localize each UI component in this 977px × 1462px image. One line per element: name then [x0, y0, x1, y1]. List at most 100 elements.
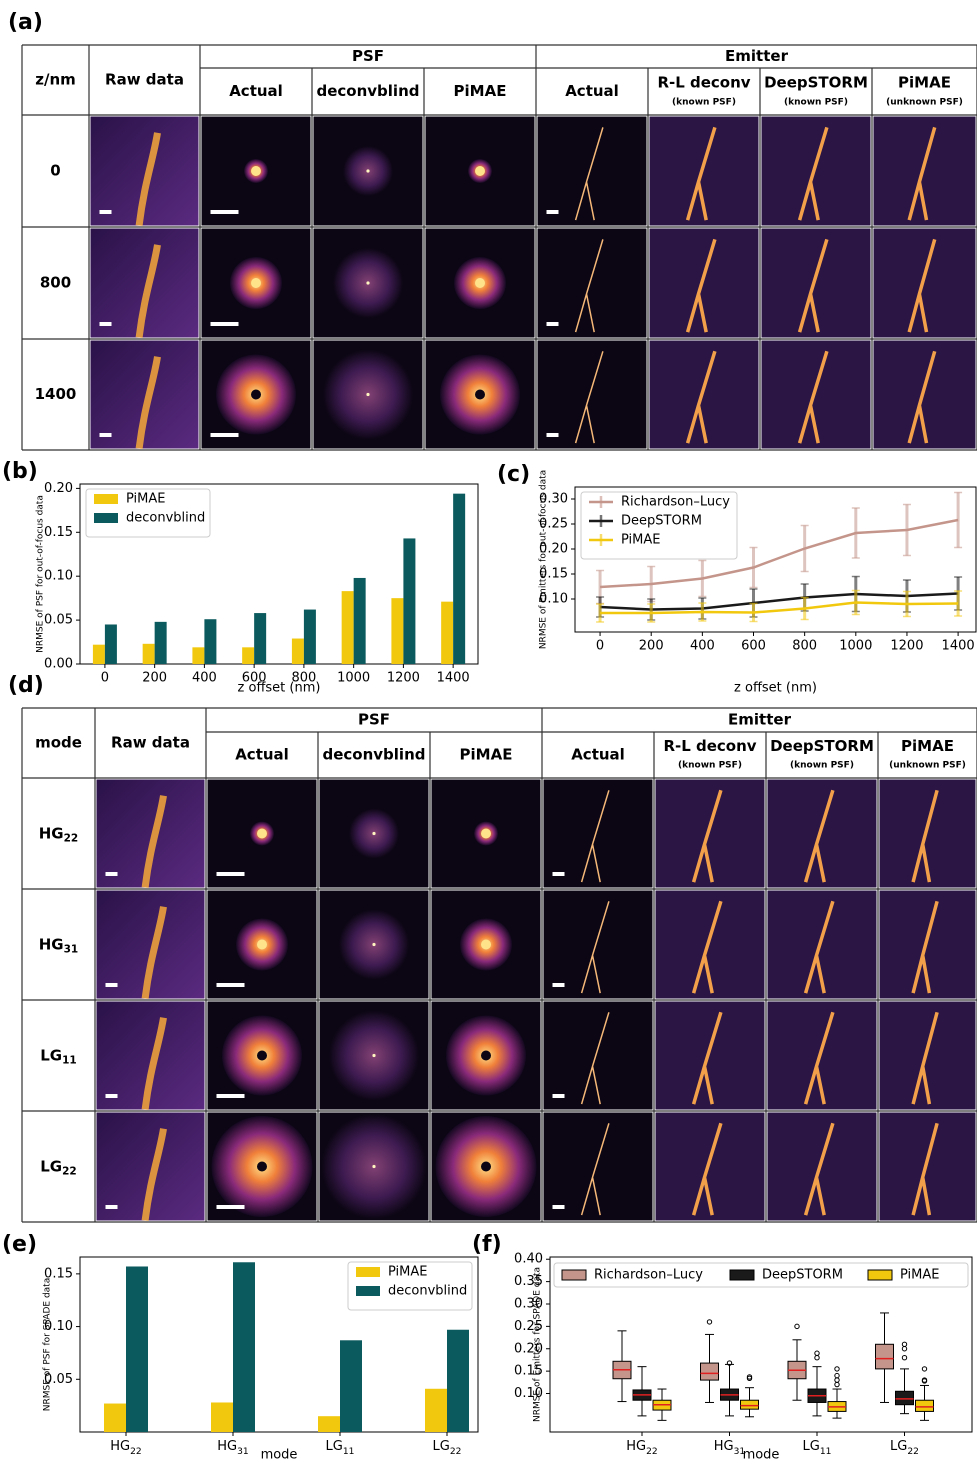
- bar: [354, 578, 366, 664]
- scale-bar: [106, 983, 118, 987]
- x-tick-label: 1000: [337, 671, 370, 686]
- box: [916, 1400, 934, 1411]
- x-tick-label: LG22: [433, 1439, 462, 1457]
- scale-bar: [553, 983, 565, 987]
- column-note: (known PSF): [678, 761, 742, 771]
- y-tick-label: 0.20: [44, 481, 73, 496]
- x-tick-label: 400: [690, 639, 715, 654]
- bar: [403, 538, 415, 664]
- scale-bar: [553, 1205, 565, 1209]
- y-tick-label: 0.10: [44, 569, 73, 584]
- scale-bar: [547, 322, 559, 326]
- scale-bar: [106, 1205, 118, 1209]
- row-header: 1400: [35, 385, 77, 403]
- row-header-base: HG: [39, 824, 64, 842]
- x-tick-label: LG11: [803, 1439, 832, 1457]
- x-axis-label: mode: [261, 1448, 298, 1462]
- x-tick-label-base: HG: [217, 1439, 237, 1454]
- x-axis-label: mode: [743, 1448, 780, 1462]
- scale-bar: [100, 433, 112, 437]
- bar: [453, 494, 465, 664]
- scale-bar: [547, 210, 559, 214]
- raw-header: Raw data: [105, 71, 184, 89]
- psf-core: [257, 1051, 267, 1061]
- raw-header: Raw data: [111, 734, 190, 752]
- box: [876, 1344, 894, 1369]
- bar: [242, 647, 254, 664]
- panel-label: (c): [497, 462, 530, 487]
- psf-dot: [372, 1054, 375, 1057]
- x-tick-label: 800: [792, 639, 817, 654]
- legend-label: PiMAE: [621, 533, 661, 548]
- column-header: deconvblind: [322, 746, 425, 764]
- row-header-base: LG: [40, 1046, 62, 1064]
- bar: [233, 1262, 255, 1432]
- x-tick-label: 1200: [387, 671, 420, 686]
- bar: [304, 610, 316, 664]
- scale-bar: [217, 1205, 245, 1209]
- column-header: R-L deconv: [657, 74, 750, 92]
- x-tick-label: HG22: [626, 1439, 657, 1457]
- psf-core: [251, 278, 261, 288]
- chart: (c)0.100.150.200.250.3002004006008001000…: [497, 462, 976, 696]
- flier: [835, 1367, 839, 1371]
- flier: [815, 1356, 819, 1360]
- psf-dot: [372, 832, 375, 835]
- bar: [93, 645, 105, 664]
- x-tick-label-sub: 31: [237, 1447, 249, 1457]
- bar: [105, 624, 117, 664]
- psf-dot: [372, 943, 375, 946]
- scale-bar: [106, 1094, 118, 1098]
- psf-core: [475, 166, 485, 176]
- x-tick-label: 200: [639, 639, 664, 654]
- page: html, body { margin: 0; padding: 0; back…: [0, 0, 977, 1462]
- scale-bar: [217, 1094, 245, 1098]
- legend-label: deconvblind: [388, 1284, 467, 1299]
- psf-dot: [366, 169, 369, 172]
- legend-label: Richardson–Lucy: [594, 1268, 703, 1283]
- psf-core: [475, 278, 485, 288]
- group-header: PSF: [358, 711, 390, 729]
- flier: [835, 1378, 839, 1382]
- scale-bar: [211, 210, 239, 214]
- flier: [707, 1320, 711, 1324]
- figure: (a)z/nmRaw dataPSFEmitterActualdeconvbli…: [0, 0, 977, 1462]
- x-tick-label-sub: 11: [820, 1447, 832, 1457]
- column-header: Actual: [565, 82, 619, 100]
- x-tick-label: 0: [101, 671, 109, 686]
- x-tick-label: HG31: [217, 1439, 248, 1457]
- chart: (e)0.050.100.15HG22HG31LG11LG22modeNRMSE…: [2, 1232, 478, 1462]
- bar: [143, 644, 155, 664]
- flier: [902, 1342, 906, 1346]
- column-header: PiMAE: [898, 74, 951, 92]
- x-tick-label-base: HG: [110, 1439, 130, 1454]
- row-header-sub: 22: [62, 1166, 77, 1178]
- column-header: DeepSTORM: [770, 737, 874, 755]
- chart: (f)0.100.150.200.250.300.350.40HG22HG31L…: [472, 1232, 972, 1462]
- scale-bar: [217, 872, 245, 876]
- y-axis-label: NRMSE of PSF for out-of-focus data: [36, 495, 46, 653]
- x-tick-label: 1400: [437, 671, 470, 686]
- bar: [391, 598, 403, 664]
- y-tick-label: 0.00: [44, 657, 73, 672]
- x-tick-label: 0: [596, 639, 604, 654]
- legend-swatch: [730, 1270, 754, 1280]
- flier: [902, 1347, 906, 1351]
- bar: [292, 639, 304, 664]
- box: [896, 1391, 914, 1404]
- row-header-sub: 11: [62, 1055, 77, 1067]
- column-header: DeepSTORM: [764, 74, 868, 92]
- x-tick-label: 1400: [942, 639, 975, 654]
- scale-bar: [100, 210, 112, 214]
- flier: [922, 1367, 926, 1371]
- panel-label: (f): [472, 1232, 502, 1257]
- legend-label: PiMAE: [388, 1265, 428, 1280]
- x-tick-label-base: HG: [714, 1439, 734, 1454]
- x-tick-label: 1000: [839, 639, 872, 654]
- row-header: 0: [50, 162, 60, 180]
- x-axis-label: z offset (nm): [734, 681, 817, 696]
- x-tick-label-base: LG: [890, 1439, 907, 1454]
- column-note: (known PSF): [790, 761, 854, 771]
- x-tick-label-base: LG: [803, 1439, 820, 1454]
